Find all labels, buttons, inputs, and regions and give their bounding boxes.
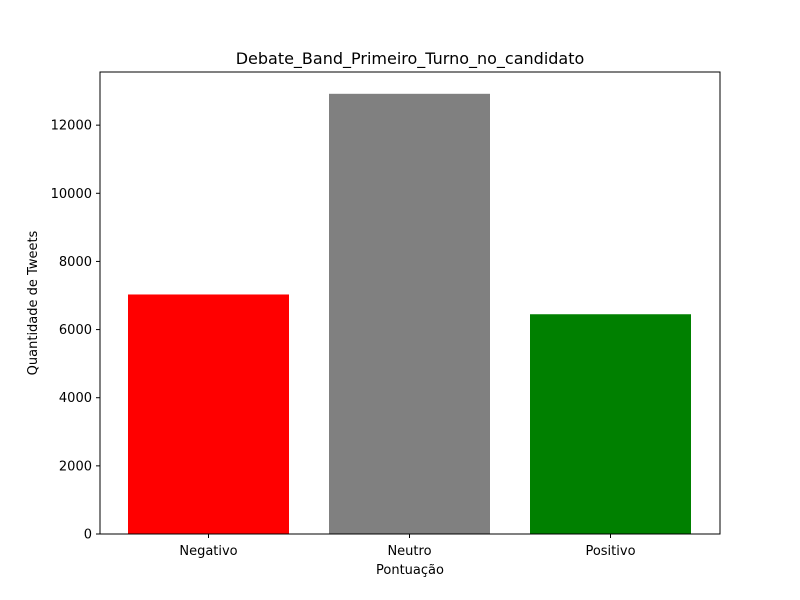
y-tick-label: 8000	[59, 255, 92, 270]
x-tick-label: Negativo	[179, 544, 237, 559]
bar-negativo	[128, 294, 289, 534]
x-tick-label: Positivo	[585, 544, 635, 559]
x-tick-label: Neutro	[387, 544, 431, 559]
y-tick-label: 2000	[59, 459, 92, 474]
y-tick-label: 12000	[51, 119, 92, 134]
y-tick-label: 4000	[59, 391, 92, 406]
y-tick-label: 0	[84, 528, 92, 543]
plot-frame	[99, 71, 721, 535]
y-axis-label: Quantidade de Tweets	[26, 230, 41, 375]
chart-title: Debate_Band_Primeiro_Turno_no_candidato	[236, 49, 585, 69]
y-axis: 0 2000 4000 6000 8000 10000 12000	[51, 119, 100, 543]
x-axis-label: Pontuação	[376, 563, 444, 578]
bar-neutro	[329, 93, 490, 535]
y-tick-label: 10000	[51, 187, 92, 202]
bars-group	[128, 93, 691, 535]
x-axis: Negativo Neutro Positivo	[179, 534, 636, 559]
y-tick-label: 6000	[59, 323, 92, 338]
bar-positivo	[530, 314, 691, 534]
